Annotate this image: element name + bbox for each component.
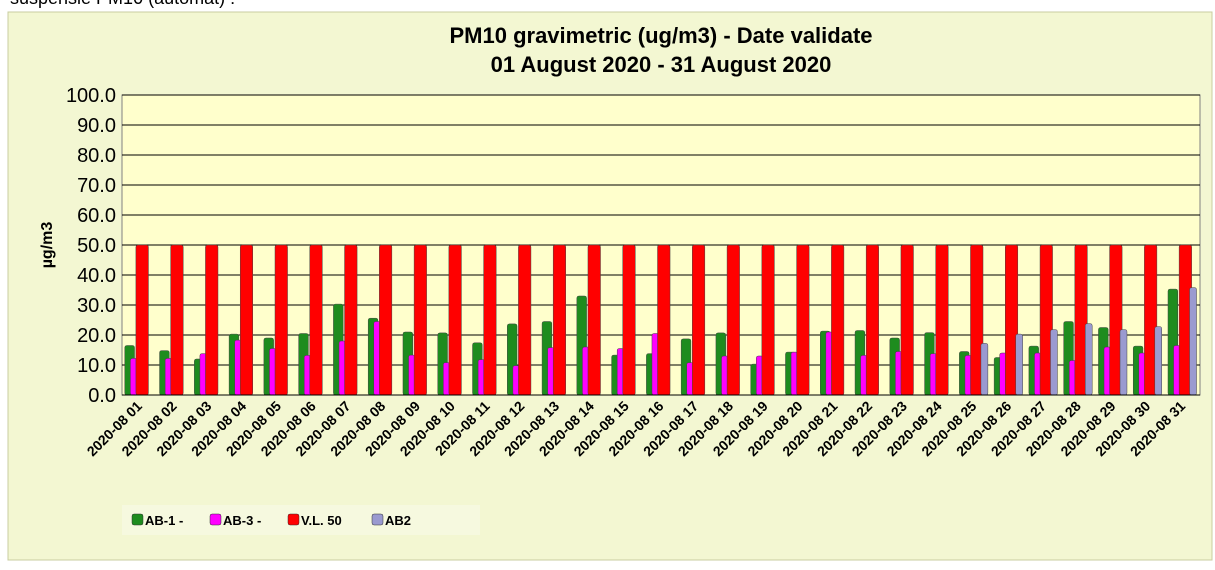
bar	[796, 244, 810, 396]
y-tick-label: 30.0	[77, 295, 116, 317]
legend-label: AB-1 -	[145, 513, 183, 528]
bar	[518, 244, 532, 396]
y-axis-label: µg/m3	[39, 222, 56, 269]
y-tick-label: 70.0	[77, 175, 116, 197]
legend-swatch	[287, 513, 300, 526]
bar	[726, 244, 740, 396]
y-tick-label: 40.0	[77, 265, 116, 287]
bar	[1154, 326, 1162, 396]
bar	[1084, 323, 1093, 396]
legend-swatch	[209, 513, 222, 526]
bar	[935, 244, 949, 396]
bar	[1050, 329, 1058, 396]
chart-title: PM10 gravimetric (ug/m3) - Date validate	[449, 23, 872, 48]
page-note: suspensie PM10 (automat) :	[10, 0, 235, 8]
bar	[344, 244, 358, 396]
bar	[831, 244, 845, 396]
bar	[239, 244, 254, 396]
bar	[309, 244, 323, 396]
y-tick-label: 0.0	[88, 385, 116, 407]
bar	[170, 244, 184, 396]
legend	[122, 505, 480, 535]
bar	[980, 343, 989, 396]
y-tick-label: 80.0	[77, 145, 116, 167]
legend-label: AB-3 -	[223, 513, 261, 528]
legend-label: V.L. 50	[301, 513, 342, 528]
y-tick-label: 20.0	[77, 325, 116, 347]
legend-label: AB2	[385, 513, 411, 528]
chart-subtitle: 01 August 2020 - 31 August 2020	[491, 52, 832, 77]
bar	[448, 244, 462, 396]
bar	[1189, 287, 1197, 396]
legend-swatch	[371, 513, 384, 526]
bar	[135, 244, 149, 396]
y-tick-label: 90.0	[77, 115, 116, 137]
bar	[274, 244, 288, 396]
bar	[483, 244, 497, 396]
bar	[1119, 329, 1128, 396]
bar	[379, 244, 393, 396]
bar	[657, 244, 671, 396]
y-tick-label: 60.0	[77, 205, 116, 227]
bar	[1015, 333, 1023, 396]
y-tick-label: 50.0	[77, 235, 116, 257]
bar	[552, 244, 566, 396]
bar	[622, 244, 636, 396]
bar	[587, 244, 601, 396]
bar	[692, 244, 706, 396]
bar	[205, 244, 219, 396]
bar	[865, 244, 879, 396]
bar	[413, 244, 427, 396]
bar	[900, 244, 914, 396]
y-tick-label: 10.0	[77, 355, 116, 377]
y-tick-label: 100.0	[66, 85, 116, 107]
legend-swatch	[131, 513, 144, 526]
bar	[761, 244, 775, 396]
